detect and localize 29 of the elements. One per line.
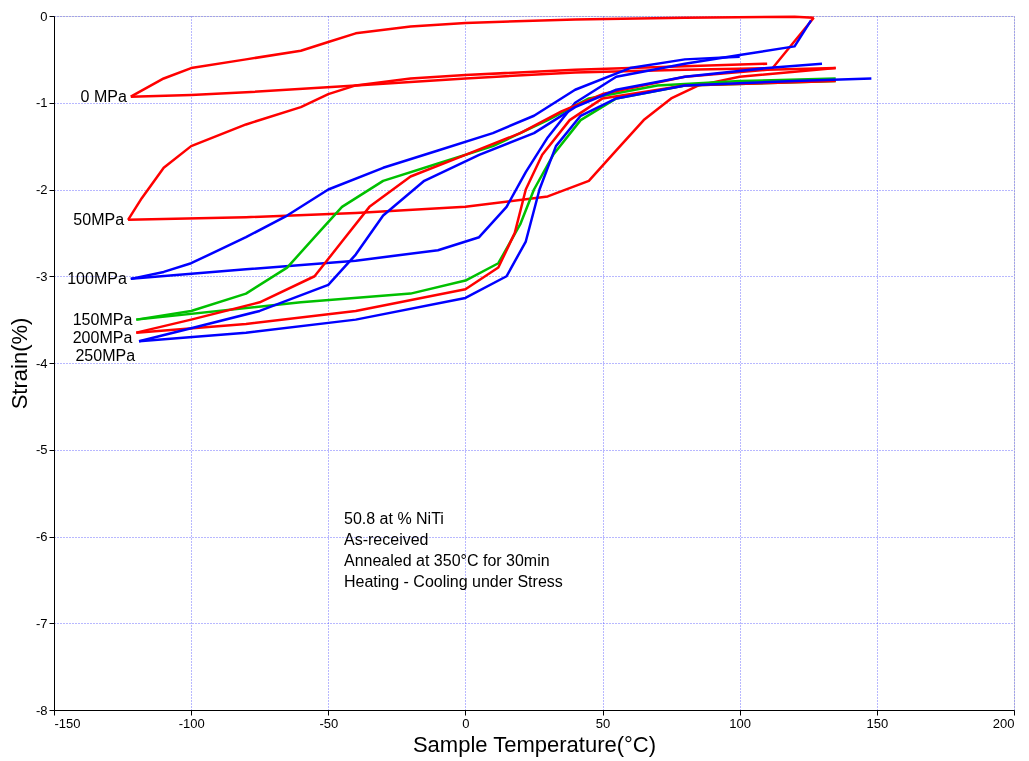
x-tick-label: -50 [319, 715, 339, 731]
x-tick-label: -100 [178, 715, 205, 731]
y-tick-label: -2 [35, 182, 48, 197]
x-tick-label: 0 [462, 715, 470, 731]
series-label: 200MPa [72, 329, 133, 347]
series-label: 0 MPa [80, 87, 127, 105]
annotation: Annealed at 350°C for 30min [344, 552, 550, 569]
series-label: 250MPa [75, 347, 136, 365]
y-tick-label: -3 [35, 268, 48, 284]
annotation: 50.8 at % NiTi [344, 510, 444, 527]
x-tick-label: 100 [729, 715, 752, 731]
y-tick-label: -4 [35, 355, 48, 371]
y-tick-label: -8 [35, 702, 48, 718]
y-axis-title: Strain(%) [6, 317, 32, 410]
series-label: 50MPa [73, 210, 125, 228]
y-tick-label: 0 [40, 8, 48, 24]
x-tick-label: -150 [54, 715, 81, 731]
series-label: 150MPa [72, 310, 133, 328]
x-tick-label: 150 [866, 715, 889, 731]
annotation: As-received [344, 531, 429, 548]
x-axis-title: Sample Temperature(°C) [412, 731, 657, 757]
annotation: Heating - Cooling under Stress [344, 573, 563, 590]
y-tick-label: -6 [35, 529, 48, 544]
series-label: 100MPa [67, 269, 127, 287]
y-tick-label: -5 [35, 442, 48, 458]
y-tick-label: -7 [35, 615, 48, 631]
x-tick-label: 50 [595, 715, 611, 731]
x-tick-label: 200 [992, 715, 1015, 731]
y-tick-label: -1 [35, 95, 48, 111]
